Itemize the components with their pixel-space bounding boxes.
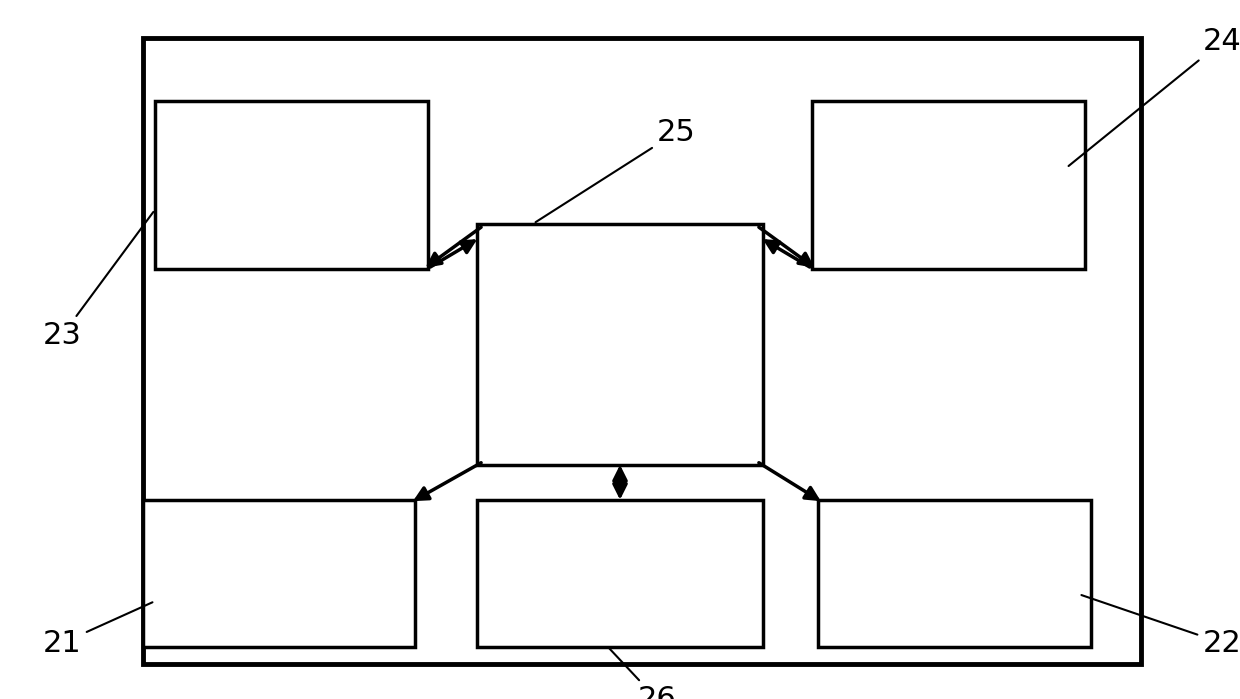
Bar <box>477 500 763 647</box>
Bar <box>818 500 1091 647</box>
Text: 26: 26 <box>610 649 677 699</box>
Text: 21: 21 <box>42 603 153 658</box>
Text: 22: 22 <box>1081 595 1240 658</box>
Text: 23: 23 <box>42 212 154 350</box>
Text: 24: 24 <box>1069 27 1240 166</box>
Text: 25: 25 <box>536 118 696 222</box>
Bar <box>812 101 1085 269</box>
Bar <box>143 38 1141 664</box>
Bar <box>155 101 428 269</box>
Bar <box>143 500 415 647</box>
Bar <box>477 224 763 465</box>
